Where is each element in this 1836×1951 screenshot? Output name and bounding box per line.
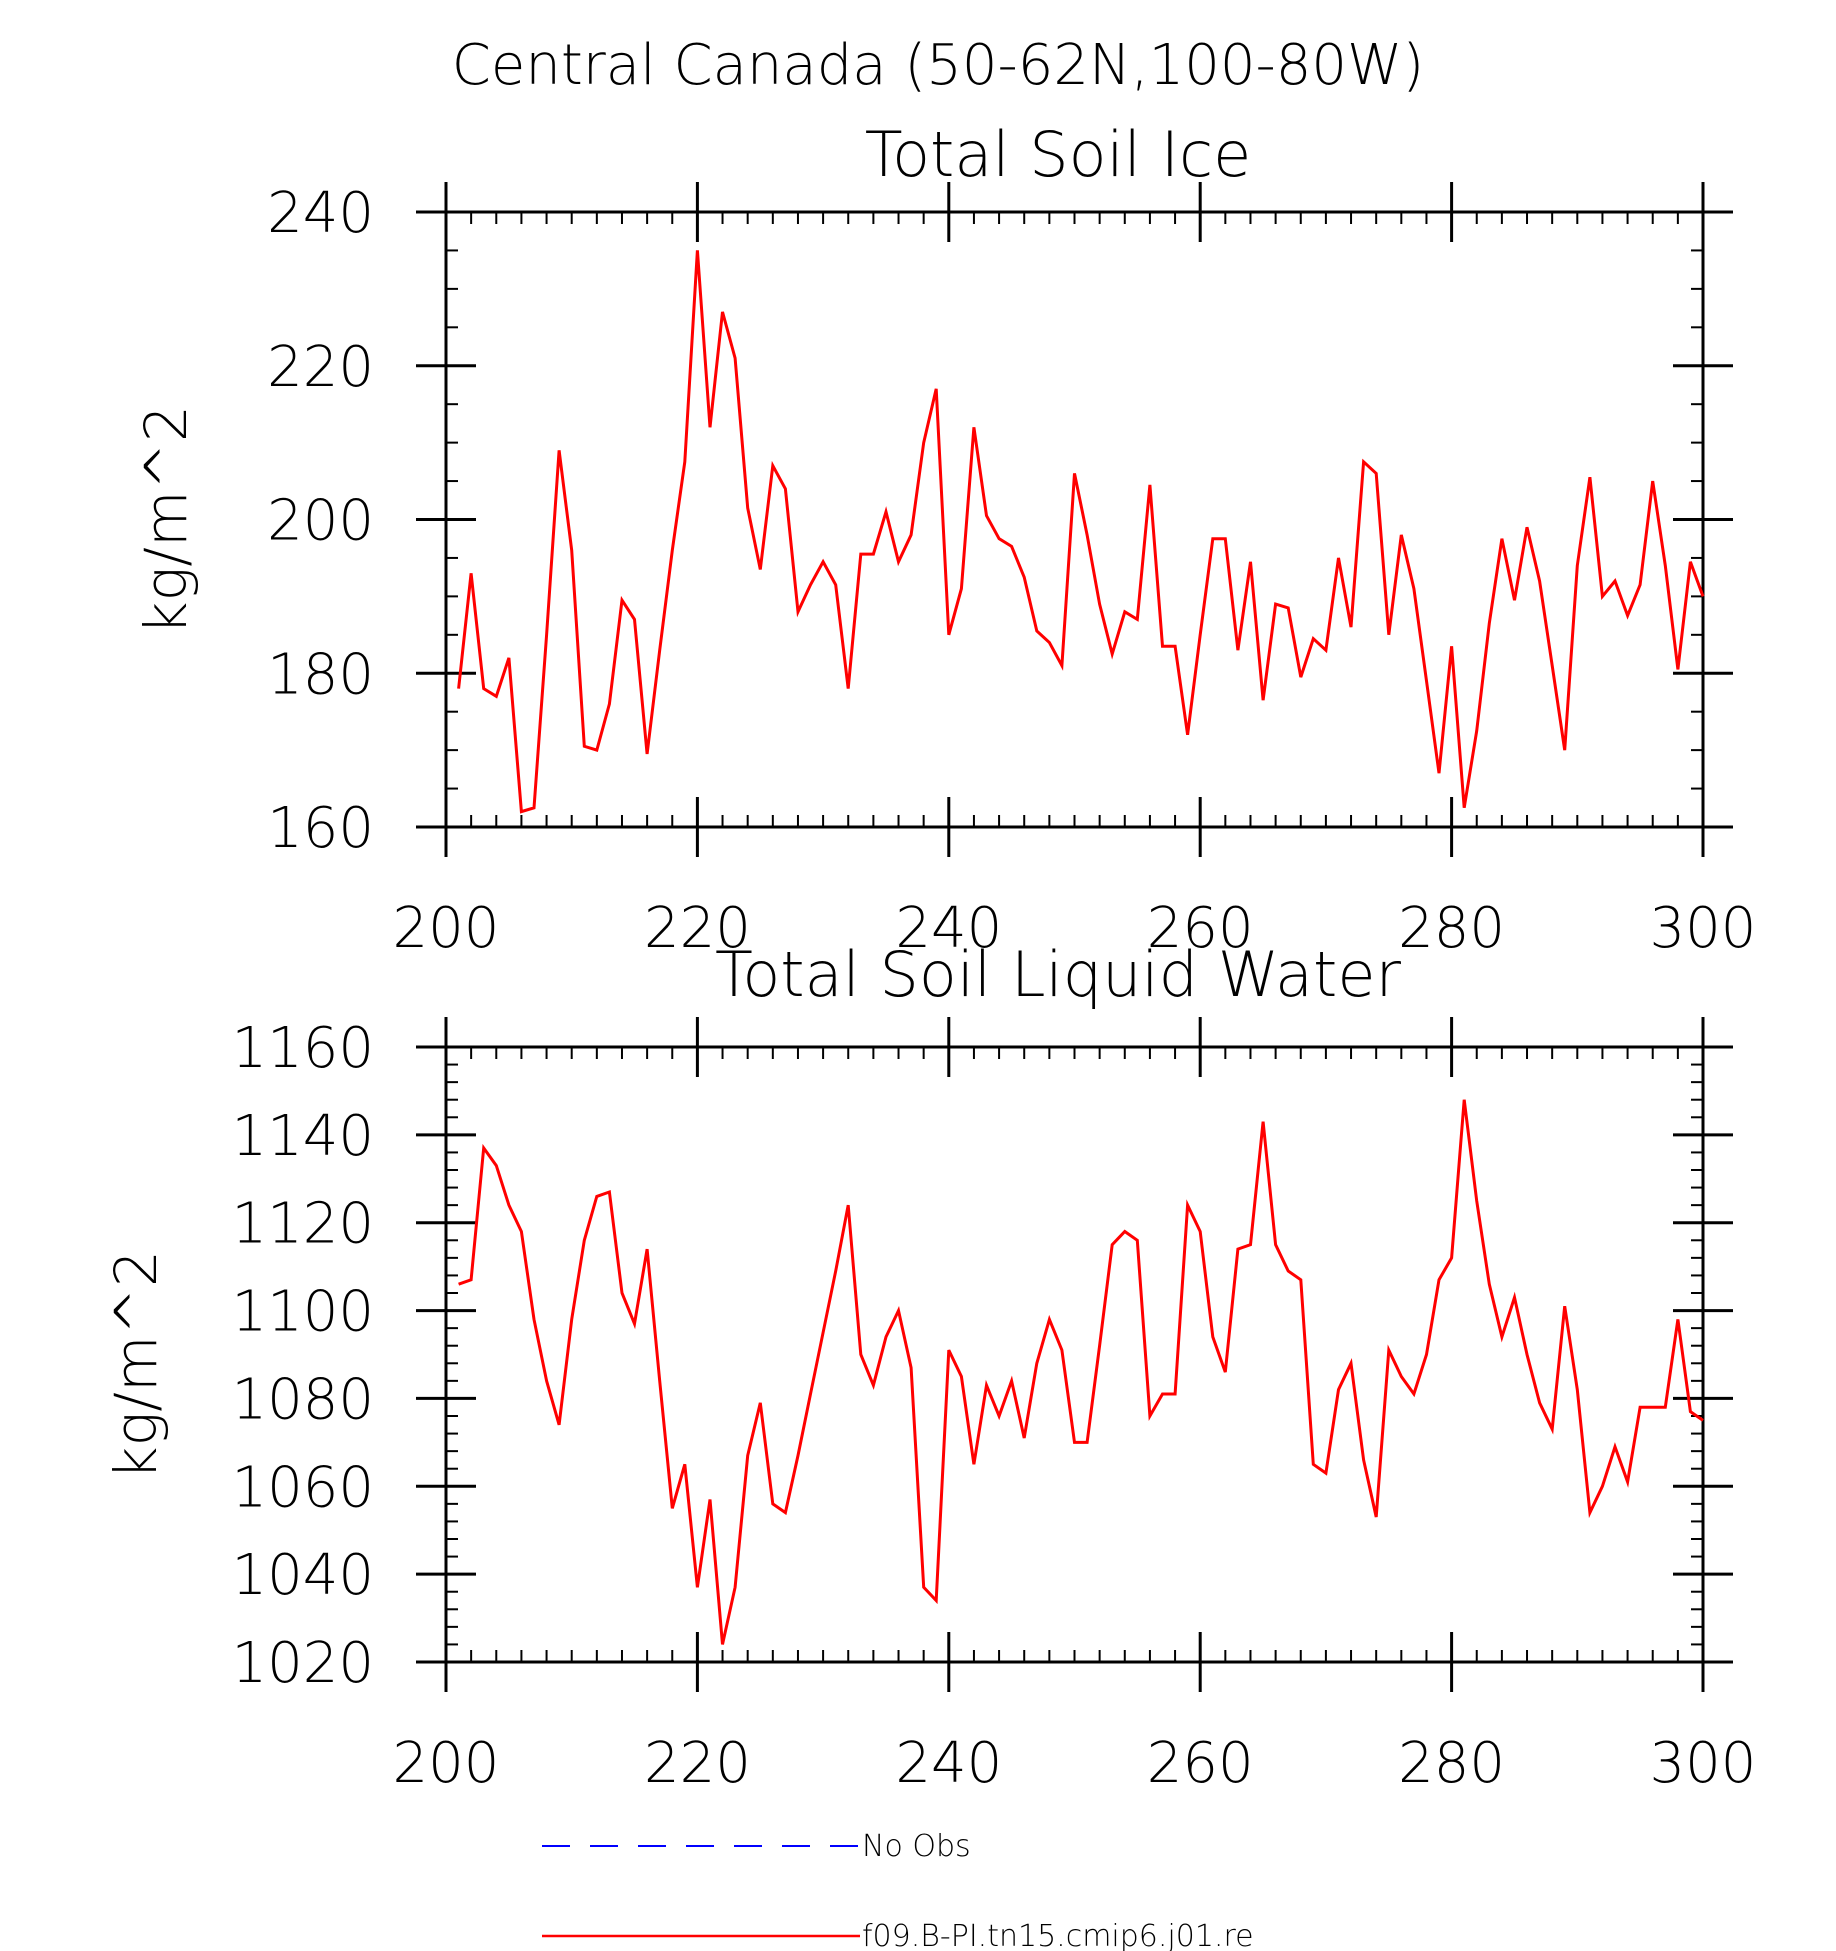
- y-tick-label: 180: [267, 642, 374, 707]
- y-tick-label: 1080: [231, 1367, 374, 1432]
- y-tick-label: 1020: [231, 1631, 374, 1696]
- x-tick-label: 220: [644, 896, 751, 961]
- x-tick-label: 280: [1398, 896, 1505, 961]
- panel-title: Total Soil Ice: [865, 118, 1251, 191]
- y-tick-label: 1120: [231, 1192, 374, 1257]
- y-tick-label: 160: [267, 796, 374, 861]
- y-tick-label: 240: [267, 181, 374, 246]
- x-tick-label: 200: [393, 1731, 500, 1796]
- panel-total-soil-liquid-water: Total Soil Liquid Water kg/m^2 200 220 240…: [102, 938, 1756, 1796]
- x-tick-label: 280: [1398, 1731, 1505, 1796]
- y-tick-label: 1060: [231, 1455, 374, 1520]
- x-tick-label: 300: [1650, 896, 1757, 961]
- y-tick-label: 1160: [231, 1016, 374, 1081]
- y-axis-label: kg/m^2: [102, 1250, 170, 1480]
- series-line: [458, 1099, 1704, 1645]
- y-tick-label: 220: [267, 335, 374, 400]
- panel-title: Total Soil Liquid Water: [715, 938, 1401, 1011]
- figure-title: Central Canada (50-62N,100-80W): [452, 33, 1424, 98]
- x-tick-label: 240: [895, 1731, 1002, 1796]
- y-tick-label: 1140: [231, 1104, 374, 1169]
- x-tick-label: 240: [895, 896, 1002, 961]
- panel-total-soil-ice: Total Soil Ice kg/m^2 200 220 240 260 280 300…: [132, 118, 1756, 961]
- y-tick-label: 200: [267, 489, 374, 554]
- x-tick-label: 220: [644, 1731, 751, 1796]
- y-axis-label: kg/m^2: [132, 405, 200, 635]
- x-tick-label: 200: [393, 896, 500, 961]
- x-tick-label: 260: [1147, 896, 1254, 961]
- legend-label-model-run: f09.B-PI.tn15.cmip6.j01.re: [862, 1919, 1254, 1951]
- legend: No Obs f09.B-PI.tn15.cmip6.j01.re: [542, 1829, 1254, 1951]
- y-tick-label: 1100: [231, 1280, 374, 1345]
- legend-label-no-obs: No Obs: [862, 1829, 971, 1864]
- series-line: [457, 250, 1705, 814]
- x-tick-label: 300: [1650, 1731, 1757, 1796]
- y-tick-label: 1040: [231, 1543, 374, 1608]
- x-tick-label: 260: [1147, 1731, 1254, 1796]
